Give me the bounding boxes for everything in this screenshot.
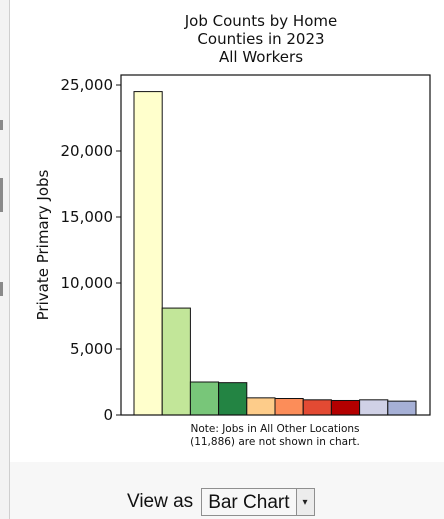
chart-title-line: All Workers [219,48,303,66]
edge-mark [0,178,3,212]
edge-mark [0,120,3,130]
bar-chart: Job Counts by Home Counties in 2023 All … [34,12,431,448]
bar[interactable] [246,397,276,416]
bar[interactable] [218,382,248,416]
y-axis-label: Private Primary Jobs [34,169,52,320]
y-tick-label: 0 [103,406,113,424]
chart-area: Job Counts by Home Counties in 2023 All … [10,0,444,462]
bars [133,91,417,416]
bar[interactable] [359,399,389,416]
chart-note: Note: Jobs in All Other Locations (11,88… [190,423,360,448]
chevron-down-icon[interactable]: ▾ [295,489,314,515]
bar[interactable] [274,398,304,416]
chart-title-line: Counties in 2023 [197,30,324,48]
bar[interactable] [161,307,191,416]
left-panel-edge [0,0,10,519]
y-tick-label: 15,000 [61,208,114,226]
chart-type-select-value: Bar Chart [202,489,296,515]
chart-type-select[interactable]: Bar Chart ▾ [201,488,315,516]
bar[interactable] [133,91,163,416]
note-line: (11,886) are not shown in chart. [190,436,360,448]
edge-mark [0,282,3,296]
note-line: Note: Jobs in All Other Locations [190,423,359,435]
chart-title: Job Counts by Home Counties in 2023 All … [184,12,337,66]
y-axis-ticks: 0 5,000 10,000 15,000 20,000 25,000 [61,76,121,424]
bar[interactable] [189,381,220,416]
chart-title-line: Job Counts by Home [184,12,337,30]
bar[interactable] [330,399,361,416]
y-tick-label: 10,000 [61,274,114,292]
y-tick-label: 20,000 [61,142,114,160]
bar[interactable] [387,400,417,416]
view-as-label: View as [127,491,194,512]
plot-frame [120,74,431,416]
bar[interactable] [302,399,332,416]
y-tick-label: 5,000 [70,340,113,358]
view-as-row: View as Bar Chart ▾ [127,487,315,517]
y-tick-label: 25,000 [61,76,114,94]
